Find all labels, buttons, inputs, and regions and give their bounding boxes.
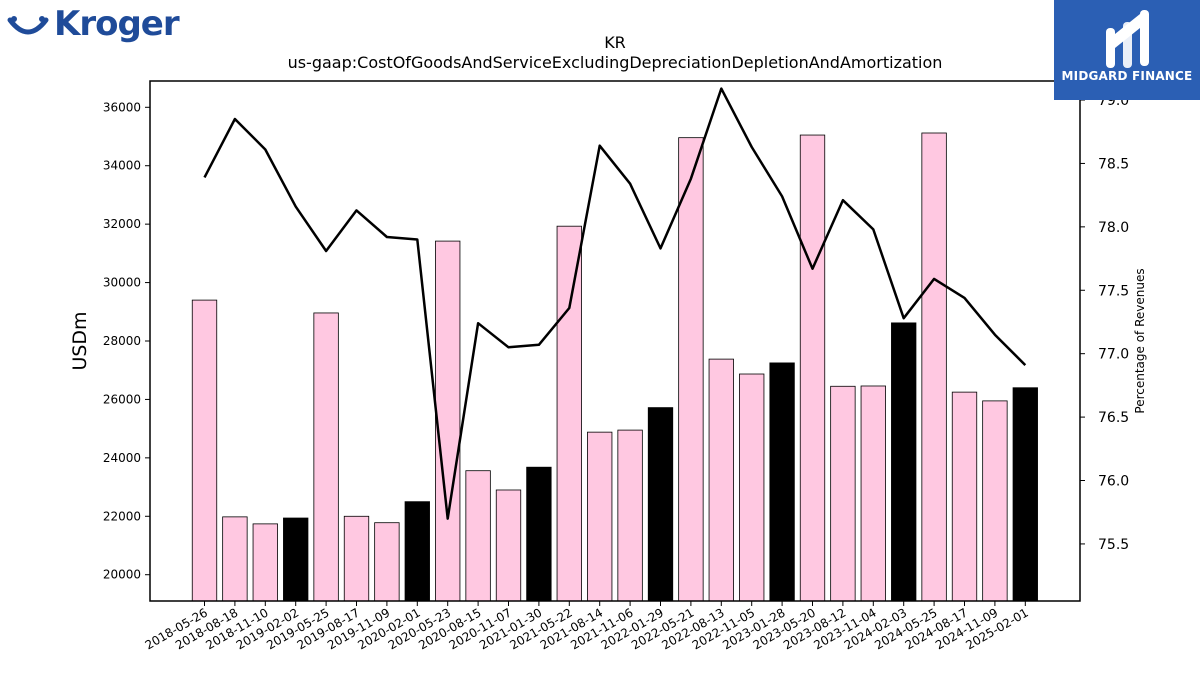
y-tick-label: 20000	[103, 568, 141, 582]
midgard-finance-logo: MIDGARD FINANCE	[1054, 0, 1200, 100]
midgard-wordmark: MIDGARD FINANCE	[1061, 69, 1193, 83]
bar-2020-05-23	[435, 240, 461, 602]
y-axis-label: USDm	[69, 311, 91, 370]
y2-tick-label: 77.0	[1098, 347, 1129, 363]
y2-tick-label: 78.0	[1098, 220, 1129, 236]
y-tick-label: 30000	[103, 276, 141, 290]
x-axis: 2018-05-262018-08-182018-11-102019-02-02…	[143, 601, 1031, 652]
bar-2019-11-09	[374, 522, 400, 602]
y2-tick-label: 78.5	[1098, 156, 1129, 172]
y-tick-label: 26000	[103, 392, 141, 406]
y2-tick-label: 76.0	[1098, 474, 1129, 490]
bar-2023-01-28	[769, 362, 795, 602]
bar-2020-11-07	[495, 489, 522, 602]
bar-2020-02-01	[404, 501, 430, 602]
y-tick-label: 36000	[103, 100, 141, 114]
bar-2018-11-10	[252, 523, 278, 602]
bar-2019-08-17	[343, 515, 370, 602]
bar-2021-11-06	[617, 429, 643, 602]
percentage-line	[203, 87, 1027, 520]
bar-2024-11-09	[982, 400, 1008, 602]
smile-icon	[7, 16, 49, 35]
midgard-emblem-icon	[1106, 10, 1149, 68]
y2-tick-label: 77.5	[1098, 283, 1129, 299]
y-tick-label: 22000	[103, 509, 141, 523]
bar-2024-05-25	[921, 132, 947, 602]
y-tick-label: 24000	[103, 451, 141, 465]
bar-2023-08-12	[830, 385, 856, 602]
bar-2021-08-14	[587, 431, 613, 602]
bar-group	[191, 132, 1038, 602]
bar-2018-08-18	[222, 516, 248, 602]
bar-2023-11-04	[860, 385, 886, 602]
y2-axis: 75.576.076.577.077.578.078.579.0	[1080, 93, 1129, 553]
y-axis: 20000 22000 24000 26000 28000 30000 32000 34000…	[103, 100, 150, 582]
y2-tick-label: 75.5	[1098, 537, 1129, 553]
bar-2022-01-29	[647, 407, 674, 602]
bar-2023-05-20	[799, 134, 826, 602]
bar-2024-08-17	[951, 391, 978, 602]
line-series	[203, 87, 1027, 520]
bar-2021-05-22	[556, 225, 582, 602]
y-tick-label: 34000	[103, 159, 141, 173]
bar-2019-05-25	[313, 312, 339, 602]
kroger-logo: Kroger	[4, 2, 180, 54]
bar-2020-08-15	[465, 470, 491, 602]
kroger-wordmark: Kroger	[54, 4, 180, 44]
y-tick-label: 28000	[103, 334, 141, 348]
y2-axis-label: Percentage of Revenues	[1133, 268, 1147, 413]
bar-2022-05-21	[678, 137, 704, 602]
bar-2021-01-30	[526, 466, 552, 602]
chart-title: KR	[604, 33, 626, 52]
chart-subtitle: us-gaap:CostOfGoodsAndServiceExcludingDe…	[288, 53, 943, 72]
y-tick-label: 32000	[103, 217, 141, 231]
bar-2025-02-01	[1012, 387, 1038, 602]
bar-2022-11-05	[739, 373, 765, 602]
y2-tick-label: 76.5	[1098, 410, 1129, 426]
bar-2024-02-03	[891, 322, 917, 602]
bar-2022-08-13	[708, 358, 734, 602]
bar-2019-02-02	[283, 517, 309, 602]
bar-2018-05-26	[191, 299, 218, 602]
